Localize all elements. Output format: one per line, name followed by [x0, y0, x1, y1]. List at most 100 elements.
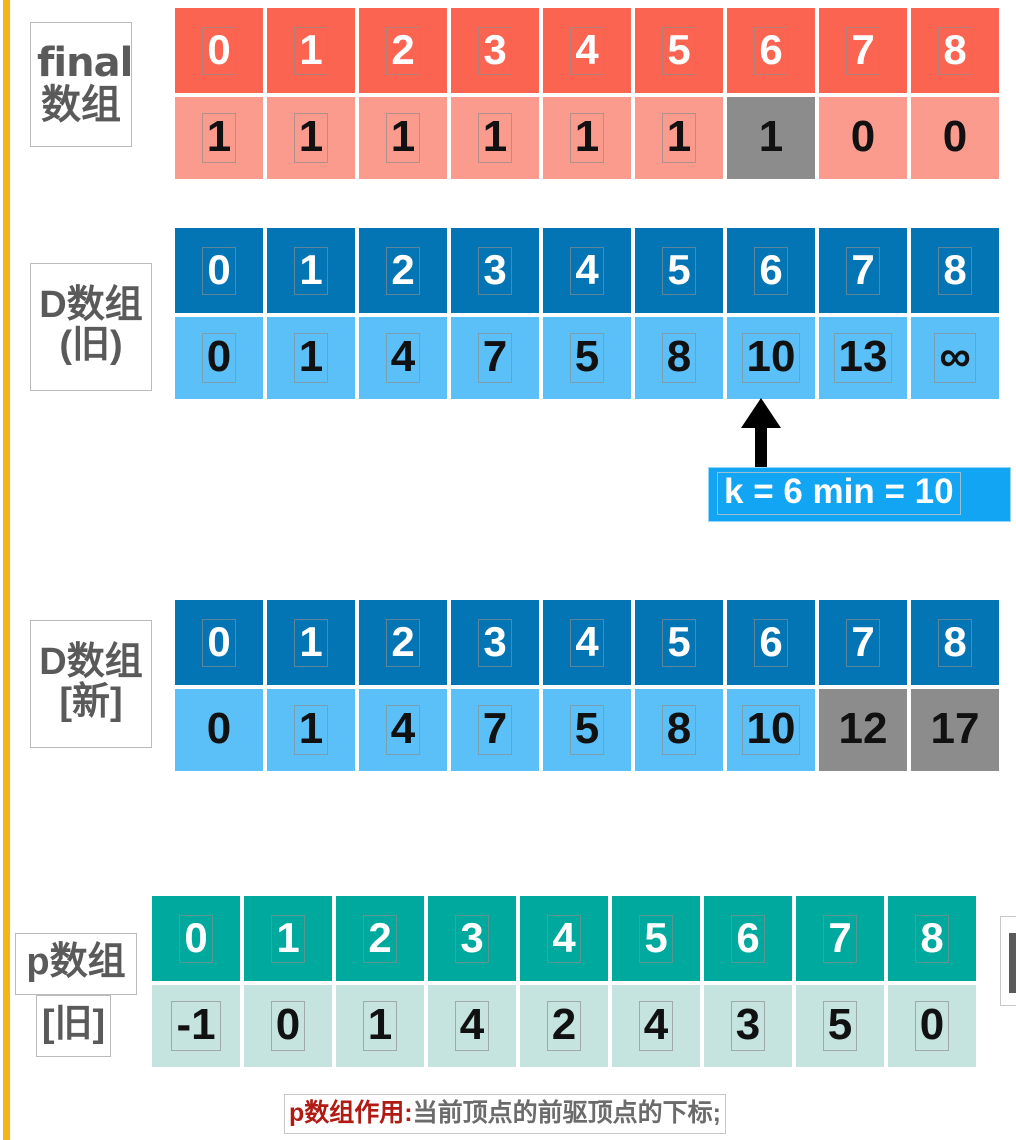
table-cell[interactable]: 5	[635, 228, 723, 313]
table-cell[interactable]: 4	[359, 317, 447, 399]
table-cell[interactable]: 1	[244, 896, 332, 981]
p-array-old-label-line2: [旧]	[41, 1003, 106, 1046]
table-cell[interactable]: 1	[267, 600, 355, 685]
d-array-old-index-0: 0	[202, 246, 236, 295]
table-cell[interactable]: 0	[175, 689, 263, 771]
table-cell[interactable]: 4	[359, 689, 447, 771]
d-array-old-value-3: 7	[477, 333, 513, 383]
table-cell[interactable]: 5	[796, 985, 884, 1067]
d-array-new-index-row: 0 1 2 3 4 5 6 7 8	[175, 600, 999, 685]
table-cell[interactable]: 2	[359, 8, 447, 93]
table-cell[interactable]: 1	[635, 97, 723, 179]
d-array-old-value-8: ∞	[934, 333, 976, 383]
table-cell[interactable]: 8	[911, 8, 999, 93]
table-cell[interactable]: 3	[451, 228, 539, 313]
table-cell[interactable]: 8	[911, 228, 999, 313]
d-array-new-label-line2: [新]	[59, 681, 123, 723]
table-cell[interactable]: 7	[819, 228, 907, 313]
d-array-new-value-1: 1	[293, 705, 329, 755]
d-array-old-block: 0 1 2 3 4 5 6 7 8 0 1 4 7 5 8 10 13 ∞	[175, 228, 999, 399]
table-cell[interactable]: 5	[612, 896, 700, 981]
table-cell[interactable]: 2	[336, 896, 424, 981]
table-cell[interactable]: 7	[451, 317, 539, 399]
p-array-old-label-line1: p数组	[26, 941, 126, 984]
table-cell[interactable]: 0	[175, 8, 263, 93]
table-cell[interactable]: 4	[612, 985, 700, 1067]
table-cell[interactable]: 5	[543, 689, 631, 771]
table-cell[interactable]: 8	[911, 600, 999, 685]
table-cell[interactable]: 6	[704, 896, 792, 981]
table-cell[interactable]: 3	[451, 8, 539, 93]
table-cell[interactable]: 0	[152, 896, 240, 981]
table-cell[interactable]: 6	[727, 8, 815, 93]
table-cell[interactable]: ∞	[911, 317, 999, 399]
table-cell[interactable]: 0	[888, 985, 976, 1067]
table-cell[interactable]: 8	[888, 896, 976, 981]
table-cell[interactable]: 2	[520, 985, 608, 1067]
k-min-callout[interactable]: k = 6 min = 10	[708, 467, 1011, 522]
d-array-old-value-7: 13	[833, 333, 893, 383]
final-array-value-7: 0	[850, 112, 876, 161]
d-array-new-block: 0 1 2 3 4 5 6 7 8 0 1 4 7 5 8 10 12 17	[175, 600, 999, 771]
left-accent-bar	[3, 0, 10, 1140]
p-array-old-value-2: 1	[362, 1001, 398, 1051]
table-cell[interactable]: 1	[267, 8, 355, 93]
p-array-old-index-3: 3	[455, 914, 489, 963]
table-cell[interactable]: 6	[727, 600, 815, 685]
d-array-old-index-5: 5	[662, 246, 696, 295]
table-cell[interactable]: 2	[359, 600, 447, 685]
p-array-old-index-6: 6	[731, 914, 765, 963]
table-cell[interactable]: 1	[267, 317, 355, 399]
table-cell[interactable]: 0	[175, 228, 263, 313]
table-cell-highlighted[interactable]: 1	[727, 97, 815, 179]
table-cell[interactable]: 4	[520, 896, 608, 981]
p-array-old-index-2: 2	[363, 914, 397, 963]
table-cell[interactable]: 0	[911, 97, 999, 179]
table-cell[interactable]: 1	[267, 689, 355, 771]
table-cell[interactable]: 1	[543, 97, 631, 179]
d-array-new-index-0: 0	[202, 618, 236, 667]
offscreen-note-box[interactable]	[1000, 916, 1016, 1006]
table-cell[interactable]: 10	[727, 317, 815, 399]
table-cell[interactable]: 3	[428, 896, 516, 981]
final-array-value-row: 1 1 1 1 1 1 1 0 0	[175, 97, 999, 179]
d-array-old-index-7: 7	[846, 246, 880, 295]
table-cell[interactable]: 5	[635, 600, 723, 685]
table-cell[interactable]: 1	[175, 97, 263, 179]
table-cell[interactable]: 3	[704, 985, 792, 1067]
table-cell[interactable]: 0	[175, 317, 263, 399]
table-cell-highlighted[interactable]: 12	[819, 689, 907, 771]
table-cell[interactable]: 5	[635, 8, 723, 93]
table-cell[interactable]: 6	[727, 228, 815, 313]
table-cell[interactable]: 8	[635, 317, 723, 399]
table-cell[interactable]: 7	[819, 600, 907, 685]
table-cell[interactable]: 8	[635, 689, 723, 771]
table-cell[interactable]: 1	[451, 97, 539, 179]
table-cell[interactable]: 10	[727, 689, 815, 771]
table-cell[interactable]: 7	[796, 896, 884, 981]
table-cell[interactable]: 7	[819, 8, 907, 93]
p-array-old-value-8: 0	[914, 1001, 950, 1051]
table-cell[interactable]: 4	[428, 985, 516, 1067]
table-cell[interactable]: 4	[543, 600, 631, 685]
d-array-old-label: D数组 (旧)	[30, 263, 152, 391]
table-cell-highlighted[interactable]: 17	[911, 689, 999, 771]
table-cell[interactable]: 1	[267, 97, 355, 179]
table-cell[interactable]: 0	[175, 600, 263, 685]
table-cell[interactable]: 2	[359, 228, 447, 313]
table-cell[interactable]: 1	[267, 228, 355, 313]
table-cell[interactable]: 1	[336, 985, 424, 1067]
table-cell[interactable]: 0	[819, 97, 907, 179]
table-cell[interactable]: 4	[543, 8, 631, 93]
table-cell[interactable]: 7	[451, 689, 539, 771]
table-cell[interactable]: 0	[244, 985, 332, 1067]
table-cell[interactable]: 4	[543, 228, 631, 313]
p-array-old-value-row: -1 0 1 4 2 4 3 5 0	[152, 985, 976, 1067]
table-cell[interactable]: 3	[451, 600, 539, 685]
d-array-old-label-line1: D数组	[39, 284, 143, 327]
p-array-old-block: 0 1 2 3 4 5 6 7 8 -1 0 1 4 2 4 3 5 0	[152, 896, 976, 1067]
table-cell[interactable]: 5	[543, 317, 631, 399]
table-cell[interactable]: 13	[819, 317, 907, 399]
table-cell[interactable]: -1	[152, 985, 240, 1067]
table-cell[interactable]: 1	[359, 97, 447, 179]
